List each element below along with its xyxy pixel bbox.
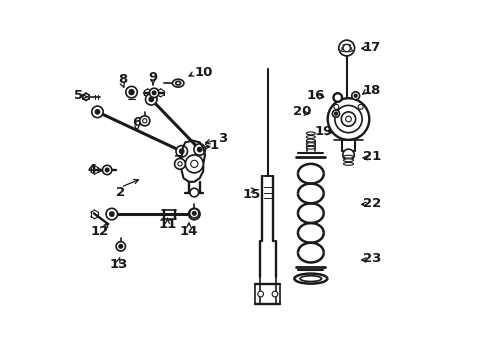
- Circle shape: [190, 188, 198, 197]
- Text: 12: 12: [90, 225, 108, 238]
- Ellipse shape: [306, 146, 315, 149]
- Ellipse shape: [306, 135, 315, 138]
- Text: 8: 8: [118, 73, 127, 86]
- Circle shape: [333, 104, 338, 109]
- Circle shape: [194, 144, 205, 155]
- Circle shape: [145, 94, 157, 105]
- Circle shape: [140, 116, 149, 126]
- Circle shape: [102, 165, 112, 175]
- Ellipse shape: [294, 274, 326, 284]
- Text: 16: 16: [306, 89, 325, 102]
- Circle shape: [189, 209, 199, 218]
- Circle shape: [149, 97, 153, 102]
- Circle shape: [176, 145, 187, 157]
- Circle shape: [109, 212, 114, 216]
- Circle shape: [125, 86, 137, 98]
- Circle shape: [192, 212, 196, 216]
- Text: 20: 20: [292, 105, 310, 118]
- Text: 1: 1: [209, 139, 218, 152]
- Circle shape: [95, 110, 100, 114]
- Circle shape: [92, 106, 103, 118]
- Circle shape: [129, 90, 134, 95]
- Circle shape: [343, 44, 349, 51]
- Circle shape: [351, 92, 359, 100]
- Ellipse shape: [306, 139, 315, 142]
- Circle shape: [327, 98, 368, 140]
- Circle shape: [341, 112, 355, 126]
- Circle shape: [178, 162, 182, 166]
- Text: 17: 17: [362, 41, 380, 54]
- Text: 23: 23: [362, 252, 380, 265]
- Circle shape: [197, 147, 202, 152]
- Text: 4: 4: [87, 163, 97, 176]
- Text: 2: 2: [116, 186, 125, 199]
- Circle shape: [333, 93, 341, 102]
- Circle shape: [338, 40, 354, 56]
- Text: 7: 7: [173, 154, 183, 167]
- Text: 14: 14: [180, 225, 198, 238]
- Circle shape: [188, 208, 200, 220]
- Circle shape: [174, 158, 185, 169]
- Text: 5: 5: [74, 89, 83, 102]
- Text: 19: 19: [314, 125, 332, 138]
- Circle shape: [116, 242, 125, 251]
- Ellipse shape: [341, 47, 351, 49]
- Circle shape: [357, 104, 363, 109]
- Circle shape: [334, 105, 362, 133]
- Text: 3: 3: [218, 132, 227, 145]
- Circle shape: [353, 94, 356, 97]
- Ellipse shape: [306, 143, 315, 145]
- Ellipse shape: [342, 44, 350, 47]
- Text: 6: 6: [132, 116, 141, 129]
- Ellipse shape: [343, 162, 353, 165]
- Circle shape: [149, 88, 159, 98]
- Ellipse shape: [172, 79, 183, 87]
- Text: 21: 21: [362, 150, 380, 163]
- Text: 10: 10: [194, 66, 212, 79]
- Text: 11: 11: [158, 218, 176, 231]
- Ellipse shape: [343, 155, 353, 158]
- Circle shape: [334, 112, 337, 115]
- Text: 22: 22: [362, 197, 380, 210]
- Circle shape: [342, 149, 353, 161]
- Circle shape: [271, 291, 277, 297]
- Circle shape: [192, 212, 196, 215]
- Circle shape: [190, 160, 198, 167]
- Circle shape: [332, 110, 339, 117]
- Ellipse shape: [175, 81, 180, 85]
- Circle shape: [105, 168, 109, 172]
- Circle shape: [345, 116, 351, 122]
- Ellipse shape: [306, 132, 315, 135]
- Ellipse shape: [340, 49, 352, 52]
- Ellipse shape: [343, 159, 353, 162]
- Text: 18: 18: [362, 84, 380, 97]
- Text: 9: 9: [148, 71, 157, 84]
- Text: 15: 15: [242, 188, 260, 201]
- Ellipse shape: [300, 276, 321, 282]
- Circle shape: [179, 149, 183, 153]
- Circle shape: [119, 244, 122, 248]
- Circle shape: [106, 208, 117, 220]
- Circle shape: [185, 155, 203, 173]
- Text: 13: 13: [110, 258, 128, 271]
- Circle shape: [152, 91, 156, 95]
- Circle shape: [257, 291, 263, 297]
